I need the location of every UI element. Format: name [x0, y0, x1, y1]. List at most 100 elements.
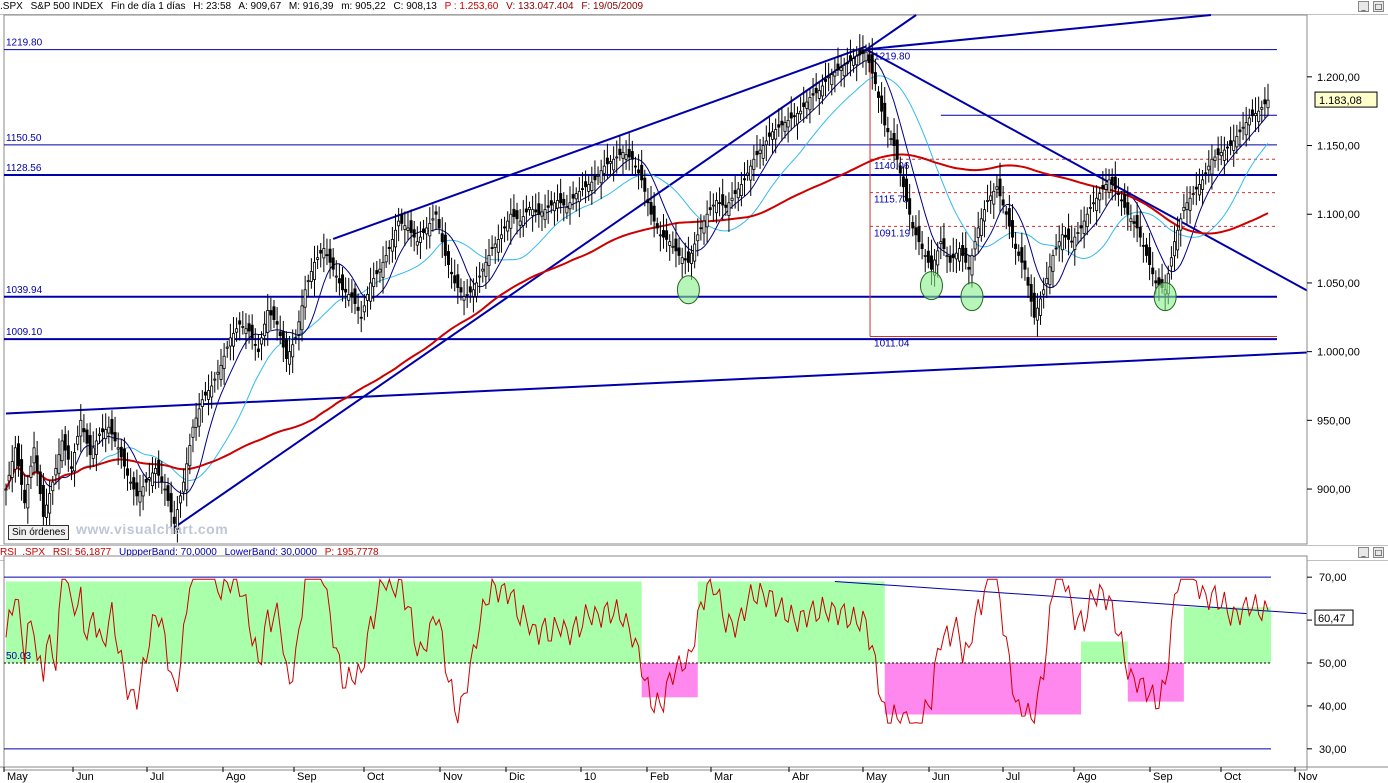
candle-body: [1023, 260, 1027, 270]
candle-body: [166, 485, 170, 501]
candle-body: [702, 220, 706, 234]
candle-body: [213, 378, 217, 381]
rsi-tick-label: 70,00: [1319, 572, 1347, 584]
candle-body: [428, 222, 432, 237]
candle-body: [531, 209, 535, 216]
candle-body: [443, 234, 447, 256]
candle-body: [789, 112, 793, 119]
candle-body: [624, 154, 628, 160]
candle-body: [1076, 232, 1080, 234]
candle-body: [727, 202, 731, 216]
price-tick-label: 950,00: [1317, 415, 1351, 427]
candle-body: [509, 213, 513, 229]
candle-body: [852, 58, 856, 66]
candle-body: [1132, 221, 1136, 224]
sma-short-line: [30, 58, 1269, 495]
candle-body: [82, 428, 86, 433]
candle-body: [755, 150, 759, 156]
rsi-maximize-icon[interactable]: □: [1373, 547, 1384, 558]
candle-body: [119, 446, 123, 458]
candle-body: [400, 214, 404, 224]
candle-body: [1067, 228, 1071, 240]
candle-body: [60, 440, 64, 462]
candle-body: [422, 228, 426, 233]
candle-body: [1141, 244, 1145, 247]
candle-body: [76, 435, 80, 445]
current-rsi-label: 60,47: [1318, 613, 1346, 625]
candle-body: [269, 310, 273, 316]
fib-level-label: 1011.04: [874, 338, 910, 349]
candle-body: [493, 243, 497, 248]
candle-body: [908, 198, 912, 215]
candle-body: [855, 55, 859, 66]
trend-line: [332, 45, 867, 240]
candle-body: [16, 443, 20, 467]
candle-body: [677, 247, 681, 256]
candle-body: [764, 140, 768, 146]
candle-body: [490, 247, 494, 249]
candle-body: [306, 280, 310, 283]
candle-body: [459, 287, 463, 293]
candle-body: [901, 176, 905, 188]
candle-body: [686, 251, 690, 263]
support-level-label: 1039.94: [6, 285, 43, 296]
candle-body: [425, 227, 429, 235]
candle-body: [721, 194, 725, 206]
x-tick-label: May: [866, 771, 887, 783]
candle-body: [48, 493, 52, 514]
candle-body: [917, 226, 921, 243]
candle-body: [1173, 241, 1177, 257]
candle-body: [1039, 298, 1043, 316]
candle-body: [266, 310, 270, 333]
candle-body: [20, 459, 24, 485]
candle-body: [110, 418, 114, 435]
candle-body: [57, 454, 61, 474]
rsi-minimize-icon[interactable]: _: [1358, 547, 1369, 558]
candle-body: [390, 239, 394, 252]
candle-body: [593, 175, 597, 181]
candle-body: [1120, 199, 1124, 202]
candle-body: [845, 62, 849, 65]
maximize-icon[interactable]: □: [1373, 1, 1384, 12]
candle-body: [275, 321, 279, 325]
lower-band-value: LowerBand: 30,0000: [224, 547, 317, 558]
orders-button[interactable]: Sin órdenes: [8, 525, 70, 540]
candle-body: [939, 241, 943, 245]
candle-body: [615, 156, 619, 159]
candle-body: [873, 72, 877, 85]
candle-body: [284, 340, 288, 359]
candle-body: [967, 266, 971, 270]
candle-body: [487, 255, 491, 266]
candle-body: [1188, 197, 1192, 211]
candle-body: [291, 344, 295, 358]
candle-body: [668, 241, 672, 246]
candle-body: [231, 332, 235, 347]
candle-body: [197, 408, 201, 427]
candle-body: [434, 211, 438, 215]
x-tick-label: Nov: [1298, 771, 1318, 783]
candle-body: [596, 174, 600, 177]
candle-body: [954, 252, 958, 260]
open-value: A: 909,67: [238, 1, 282, 12]
candle-body: [711, 204, 715, 207]
candle-body: [437, 219, 441, 229]
candle-body: [1020, 247, 1024, 263]
candle-body: [1238, 129, 1242, 133]
candle-body: [1029, 284, 1033, 302]
trend-line: [865, 14, 1212, 51]
candle-body: [403, 225, 407, 230]
candle-body: [649, 202, 653, 215]
candle-body: [1045, 277, 1049, 285]
candle-body: [1182, 206, 1186, 212]
rsi-mid-label: 50.03: [6, 651, 31, 662]
minimize-icon[interactable]: _: [1358, 1, 1369, 12]
candle-body: [381, 261, 385, 278]
watermark: www.visualchart.com: [76, 521, 229, 537]
candle-body: [652, 205, 656, 222]
candle-body: [303, 289, 307, 308]
candle-body: [786, 119, 790, 128]
volume-value: V: 133.047.404: [506, 1, 574, 12]
candle-body: [808, 97, 812, 111]
candle-body: [792, 115, 796, 118]
